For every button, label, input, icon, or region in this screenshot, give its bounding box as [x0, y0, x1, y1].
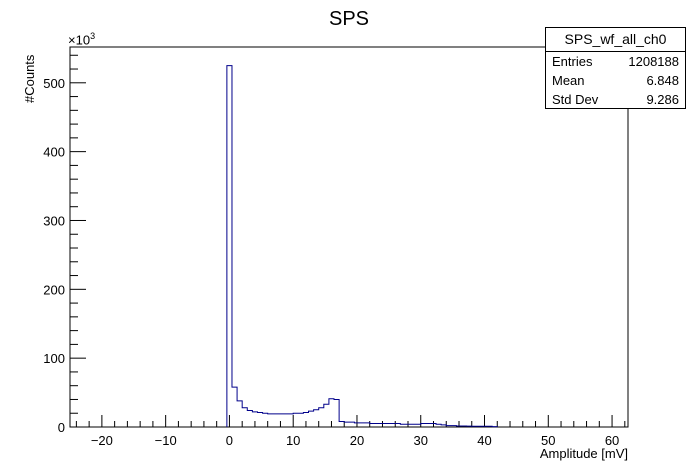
- plot-frame: [69, 46, 629, 428]
- x-tick-label: 0: [226, 433, 233, 448]
- x-tick-label: 20: [350, 433, 364, 448]
- y-multiplier: ×103: [68, 31, 96, 48]
- y-tick-label: 300: [43, 213, 65, 228]
- histogram-series: [226, 65, 498, 428]
- x-tick-label: −10: [155, 433, 177, 448]
- x-tick-label: 50: [541, 433, 555, 448]
- x-tick-label: 10: [286, 433, 300, 448]
- y-tick-label: 100: [43, 351, 65, 366]
- stats-box: SPS_wf_all_ch0 Entries 1208188 Mean 6.848 …: [545, 27, 686, 109]
- x-tick-label: 30: [414, 433, 428, 448]
- y-tick-label: 0: [58, 420, 65, 435]
- stats-row-stddev: Std Dev 9.286: [552, 92, 679, 107]
- y-axis-label: #Counts: [22, 54, 37, 103]
- x-tick-label: 40: [477, 433, 491, 448]
- stats-box-title: SPS_wf_all_ch0: [546, 28, 685, 52]
- y-tick-label: 500: [43, 76, 65, 91]
- x-tick-label: 60: [605, 433, 619, 448]
- x-tick-label: −20: [91, 433, 113, 448]
- axis-tick-labels: −20 −10 0 10 20 30 40 50 60 0 100 200 300 400 500: [43, 76, 619, 448]
- y-tick-label: 400: [43, 145, 65, 160]
- y-tick-label: 200: [43, 282, 65, 297]
- x-axis-label: Amplitude [mV]: [539, 446, 628, 461]
- stats-row-mean: Mean 6.848: [552, 73, 679, 88]
- stats-row-entries: Entries 1208188: [552, 54, 679, 69]
- axis-ticks: [70, 54, 626, 428]
- chart-title: SPS: [328, 8, 370, 30]
